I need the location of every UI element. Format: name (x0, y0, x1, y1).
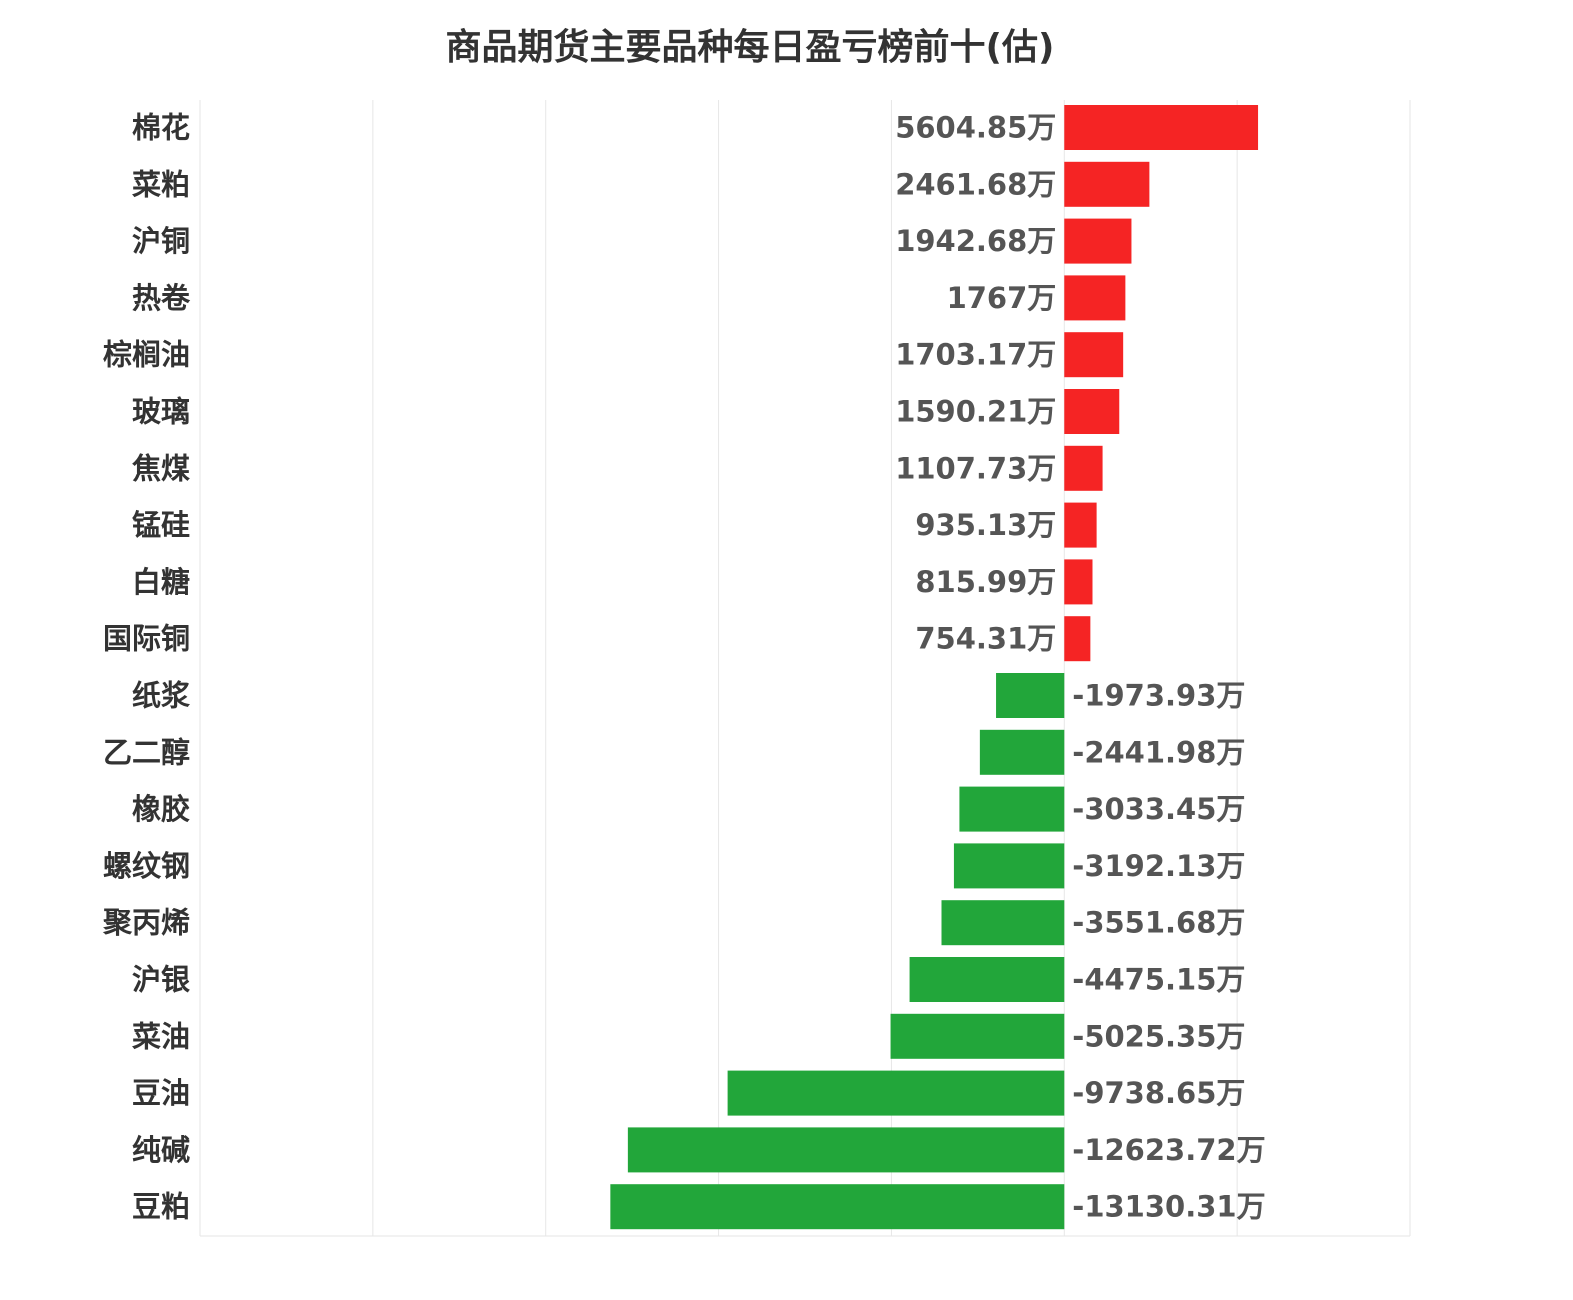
bar (610, 1184, 1065, 1230)
bar (979, 729, 1065, 775)
grid-lines (199, 100, 1411, 1237)
bar (1064, 218, 1132, 264)
data-label: -13130.31万 (1072, 1190, 1265, 1224)
category-label: 沪银 (132, 963, 190, 997)
data-label: -5025.35万 (1072, 1019, 1245, 1053)
data-label: 815.99万 (915, 565, 1056, 599)
bar (1064, 445, 1103, 491)
data-label: -9738.65万 (1072, 1076, 1245, 1110)
bar (941, 900, 1065, 946)
bar (1064, 616, 1091, 662)
data-label: -1973.93万 (1072, 679, 1245, 713)
category-label: 国际铜 (103, 622, 190, 656)
data-label: -4475.15万 (1072, 963, 1245, 997)
category-label: 菜粕 (132, 167, 190, 201)
category-label: 白糖 (132, 565, 190, 599)
bar (1064, 502, 1097, 548)
data-label: -3551.68万 (1072, 906, 1245, 940)
bar (953, 843, 1065, 889)
category-label: 沪铜 (132, 224, 190, 258)
bar (1064, 332, 1124, 378)
category-label: 螺纹钢 (103, 849, 190, 883)
category-label: 豆油 (132, 1076, 190, 1110)
data-label: 1703.17万 (895, 338, 1056, 372)
data-label: 1942.68万 (895, 224, 1056, 258)
bar (909, 957, 1065, 1002)
data-label: 1767万 (947, 281, 1057, 315)
bar (890, 1013, 1065, 1059)
category-label: 锰硅 (132, 508, 190, 542)
category-label: 热卷 (132, 281, 191, 315)
data-label: 1107.73万 (895, 451, 1056, 485)
bar (1064, 105, 1259, 150)
bar (727, 1070, 1065, 1116)
bar (996, 673, 1065, 718)
bar (1064, 275, 1126, 321)
data-label: -3033.45万 (1072, 792, 1245, 826)
category-label: 纯碱 (132, 1133, 190, 1167)
data-label: 2461.68万 (895, 167, 1056, 201)
category-label: 棕榈油 (103, 338, 190, 372)
bar (1064, 161, 1150, 207)
data-label: 935.13万 (915, 508, 1056, 542)
bar (1064, 559, 1093, 605)
category-label: 棉花 (132, 111, 190, 145)
category-label: 菜油 (132, 1019, 190, 1053)
category-label: 橡胶 (132, 792, 190, 826)
bar (1064, 389, 1120, 434)
data-label: -12623.72万 (1072, 1133, 1265, 1167)
bars (610, 105, 1259, 1230)
category-label: 聚丙烯 (102, 906, 190, 940)
data-label: 5604.85万 (895, 111, 1056, 145)
bar (959, 786, 1065, 832)
chart-title: 商品期货主要品种每日盈亏榜前十(估) (445, 27, 1055, 68)
data-label: 754.31万 (915, 622, 1056, 656)
category-label: 乙二醇 (103, 735, 190, 769)
bar (627, 1127, 1065, 1173)
data-label: -3192.13万 (1072, 849, 1245, 883)
category-label: 焦煤 (132, 451, 190, 485)
category-label: 玻璃 (132, 395, 190, 429)
category-label: 豆粕 (132, 1190, 190, 1224)
data-label: 1590.21万 (895, 395, 1056, 429)
category-label: 纸浆 (132, 679, 191, 713)
data-label: -2441.98万 (1072, 735, 1245, 769)
